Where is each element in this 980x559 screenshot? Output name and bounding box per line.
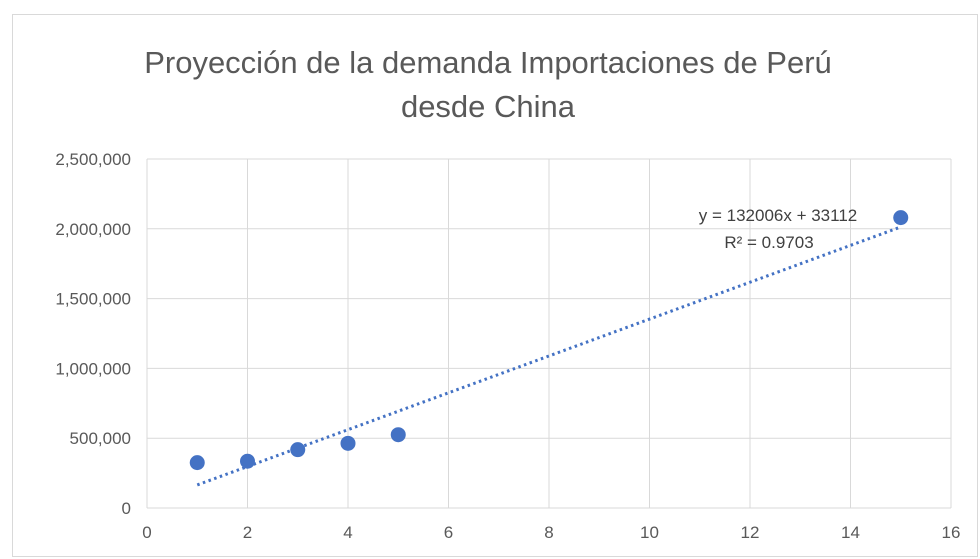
grid-lines xyxy=(146,158,952,509)
tick-labels: 0 2 4 6 8 10 12 14 16 0 500,000 1,000,000 1,500,000 2… xyxy=(55,150,960,542)
x-tick-label: 14 xyxy=(841,523,860,542)
chart-title-line-2: desde China xyxy=(401,89,576,124)
x-tick-label: 10 xyxy=(640,523,659,542)
y-tick-label: 500,000 xyxy=(70,429,131,448)
trendline-equation-text: y = 132006x + 33112 xyxy=(699,206,858,225)
y-tick-label: 0 xyxy=(122,499,131,518)
y-tick-label: 1,000,000 xyxy=(55,359,131,378)
x-tick-label: 4 xyxy=(343,523,352,542)
trendline-layer xyxy=(196,225,902,487)
y-tick-label: 2,000,000 xyxy=(55,220,131,239)
data-points xyxy=(189,210,909,471)
x-tick-label: 12 xyxy=(741,523,760,542)
trendline xyxy=(196,225,902,487)
trendline-r2-text: R² = 0.9703 xyxy=(724,233,813,252)
x-tick-label: 8 xyxy=(544,523,553,542)
x-tick-label: 2 xyxy=(243,523,252,542)
x-tick-label: 0 xyxy=(142,523,151,542)
data-point xyxy=(340,435,356,451)
chart-frame xyxy=(12,14,978,557)
y-tick-label: 1,500,000 xyxy=(55,290,131,309)
data-point xyxy=(390,427,406,443)
data-point xyxy=(189,455,205,471)
data-point xyxy=(290,442,306,458)
x-tick-label: 6 xyxy=(444,523,453,542)
chart-title-line-1: Proyección de la demanda Importaciones d… xyxy=(144,45,832,80)
y-tick-label: 2,500,000 xyxy=(55,150,131,169)
x-tick-label: 16 xyxy=(942,523,961,542)
data-point xyxy=(893,210,909,226)
trendline-equation: y = 132006x + 33112 R² = 0.9703 xyxy=(699,206,858,252)
data-point xyxy=(240,453,255,469)
